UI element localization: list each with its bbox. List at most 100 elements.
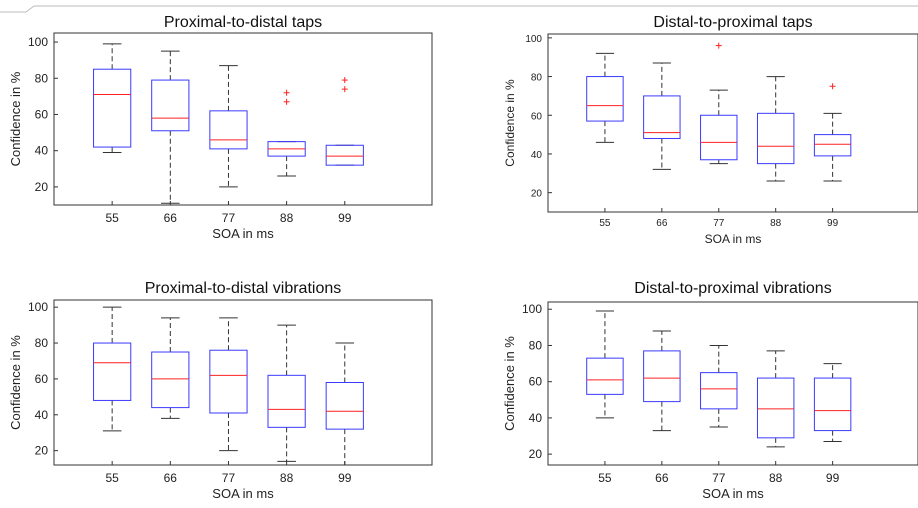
iqr-box: [93, 342, 132, 401]
y-tick-label: 40: [531, 150, 543, 161]
header-rule-bend: [25, 5, 35, 13]
x-tick-label: 55: [599, 218, 611, 229]
box-55: [93, 306, 132, 432]
y-tick-label: 20: [35, 444, 49, 458]
y-tick-label: 60: [531, 111, 543, 122]
chart-title: Distal-to-proximal taps: [653, 14, 812, 31]
chart-panel-4: Distal-to-proximal vibrations 20 40 60 80 100…: [502, 280, 918, 501]
x-axis-label: SOA in ms: [212, 486, 274, 501]
axes-frame: [547, 301, 918, 466]
outlier-marker: [283, 89, 290, 96]
y-tick-label: 20: [35, 180, 49, 194]
box-99: [325, 342, 364, 466]
box-77: [700, 42, 738, 165]
box-77: [209, 65, 248, 188]
y-tick-label: 60: [35, 107, 49, 121]
iqr-box: [325, 144, 364, 166]
x-tick-label: 77: [712, 471, 726, 485]
box-55: [93, 43, 132, 153]
box-66: [643, 330, 681, 432]
iqr-box: [586, 357, 624, 395]
outlier-marker: [715, 42, 722, 49]
y-tick-label: 100: [522, 302, 542, 316]
y-axis-label: Confidence in %: [8, 335, 23, 430]
iqr-box: [151, 79, 190, 132]
x-tick-label: 88: [770, 218, 782, 229]
y-tick-label: 40: [35, 408, 49, 422]
iqr-box: [586, 76, 624, 122]
y-tick-label: 80: [531, 73, 543, 84]
iqr-box: [813, 377, 852, 432]
y-tick-label: 100: [28, 300, 48, 314]
iqr-box: [756, 377, 795, 439]
chart-panel-2: Distal-to-proximal taps 20 40 60 80 100 Confid…: [503, 14, 918, 246]
outlier-marker: [341, 77, 348, 84]
y-tick-label: 80: [529, 338, 543, 352]
x-tick-label: 88: [769, 471, 783, 485]
box-66: [151, 317, 190, 419]
box-88: [267, 324, 306, 462]
iqr-box: [700, 372, 738, 410]
iqr-box: [813, 134, 852, 157]
y-tick-label: 100: [525, 34, 542, 45]
outlier-marker: [283, 98, 290, 105]
x-tick-label: 99: [827, 218, 839, 229]
x-axis-label: SOA in ms: [212, 226, 274, 241]
x-tick-label: 55: [105, 211, 119, 225]
iqr-box: [267, 374, 306, 428]
x-tick-label: 77: [222, 471, 236, 485]
y-tick-label: 80: [35, 71, 49, 85]
x-tick-label: 66: [164, 471, 178, 485]
iqr-box: [756, 112, 795, 165]
x-tick-label: 99: [338, 211, 352, 225]
box-99: [813, 83, 852, 182]
y-tick-label: 20: [531, 189, 543, 200]
axes-frame: [53, 299, 433, 466]
axes-frame: [53, 32, 433, 206]
y-tick-label: 100: [28, 35, 48, 49]
box-77: [209, 317, 248, 452]
chart-panel-3: Proximal-to-distal vibrations 20 40 60 80 100…: [8, 280, 433, 501]
y-tick-label: 20: [529, 447, 543, 461]
x-tick-label: 88: [280, 211, 294, 225]
box-88: [267, 89, 306, 177]
y-axis-label: Confidence in %: [8, 71, 23, 166]
x-axis-label: SOA in ms: [702, 486, 764, 501]
x-tick-label: 66: [655, 471, 669, 485]
x-tick-label: 99: [826, 471, 840, 485]
x-tick-label: 99: [338, 471, 352, 485]
iqr-box: [700, 114, 738, 161]
x-tick-label: 55: [105, 471, 119, 485]
y-tick-label: 80: [35, 336, 49, 350]
outlier-marker: [341, 86, 348, 93]
y-axis-label: Confidence in %: [503, 79, 517, 167]
box-99: [325, 77, 364, 166]
box-99: [813, 363, 852, 442]
box-88: [756, 350, 795, 448]
x-tick-label: 66: [164, 211, 178, 225]
iqr-box: [93, 68, 132, 148]
axes-frame: [547, 33, 918, 213]
iqr-box: [643, 350, 681, 403]
y-axis-label: Confidence in %: [502, 336, 517, 431]
x-tick-label: 88: [280, 471, 294, 485]
iqr-box: [643, 95, 681, 139]
y-tick-label: 60: [35, 372, 49, 386]
iqr-box: [151, 351, 190, 409]
outlier-marker: [829, 83, 836, 90]
box-55: [586, 52, 624, 143]
iqr-box: [209, 110, 248, 150]
box-66: [151, 50, 190, 204]
chart-title: Proximal-to-distal vibrations: [145, 280, 342, 297]
x-tick-label: 77: [222, 211, 236, 225]
x-tick-label: 66: [656, 218, 668, 229]
iqr-box: [209, 349, 248, 414]
box-66: [643, 62, 681, 170]
y-tick-label: 40: [529, 411, 543, 425]
chart-panel-1: Proximal-to-distal taps 20 40 60 80 100 Confid…: [8, 14, 433, 241]
chart-title: Proximal-to-distal taps: [164, 14, 322, 31]
x-tick-label: 55: [598, 471, 612, 485]
box-55: [586, 310, 624, 419]
iqr-box: [325, 382, 364, 430]
